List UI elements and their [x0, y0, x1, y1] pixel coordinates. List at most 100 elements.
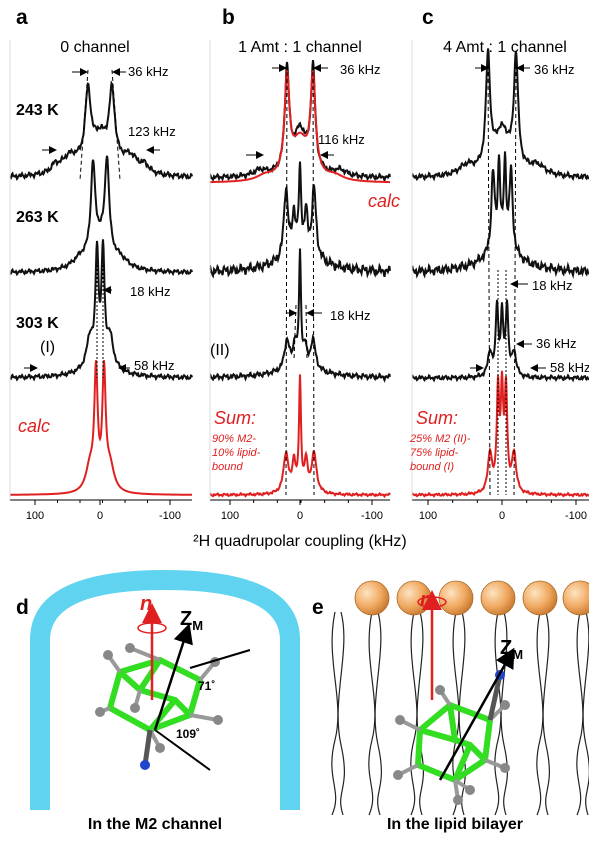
hydrogen	[465, 785, 475, 795]
annotation: 123 kHz	[128, 124, 176, 139]
lipid-tail	[416, 611, 424, 816]
tick-label: -100	[361, 510, 383, 522]
tick-label: 0	[499, 510, 505, 522]
hydrogen	[213, 715, 223, 725]
hydrogen	[395, 715, 405, 725]
annotation: (II)	[210, 342, 230, 359]
hydrogen	[500, 700, 510, 710]
bond	[157, 657, 203, 683]
guide	[285, 64, 288, 496]
hydrogen	[130, 703, 140, 713]
tick-label: 0	[97, 510, 103, 522]
z-label: ZM	[500, 637, 523, 662]
lipid-tail	[536, 611, 544, 816]
tick-label: -100	[565, 510, 587, 522]
z-sub: M	[192, 618, 203, 633]
bond	[415, 727, 423, 768]
annotation: 36 kHz	[128, 64, 168, 79]
annotation: 18 kHz	[532, 278, 572, 293]
annotation: Sum:	[214, 408, 256, 428]
channel	[30, 569, 300, 810]
panel-letter: d	[16, 596, 29, 619]
bond-n	[142, 729, 153, 766]
axis-label: ²H quadrupolar coupling (kHz)	[193, 533, 406, 550]
n-label: n	[140, 593, 152, 615]
rotation	[137, 622, 167, 634]
hydrogen	[95, 707, 105, 717]
spectrum	[9, 80, 193, 182]
angle: 71˚	[198, 679, 215, 693]
annotation: 58 kHz	[134, 358, 174, 373]
guide	[79, 69, 89, 181]
bond	[117, 669, 143, 693]
lipid-tail	[368, 611, 376, 816]
lipid-head	[480, 580, 516, 616]
annotation: 36 kHz	[534, 62, 574, 77]
temperature: 303 K	[16, 315, 59, 332]
z-label: ZM	[180, 608, 203, 633]
hydrogen	[103, 650, 113, 660]
annotation: bound	[212, 461, 243, 473]
annotation: 90% M2-	[212, 433, 256, 445]
tick-label: 0	[297, 510, 303, 522]
lipid-tail	[576, 611, 584, 816]
bond	[137, 657, 163, 693]
bond	[482, 717, 493, 763]
annotation: 75% lipid-	[410, 447, 459, 459]
bond	[415, 762, 458, 783]
spectrum	[411, 48, 589, 182]
caption: In the M2 channel	[88, 816, 222, 833]
hydrogen	[453, 795, 463, 805]
spectrum	[9, 155, 193, 277]
bond	[117, 657, 163, 675]
guide	[312, 64, 315, 496]
lipid-tail	[410, 611, 418, 816]
lipid-tail	[331, 611, 339, 816]
bond	[107, 705, 153, 733]
lipid-tail	[494, 611, 502, 816]
bond	[107, 669, 123, 711]
lipid-tail	[374, 611, 382, 816]
hydrogen	[435, 685, 445, 695]
hydrogen	[155, 743, 165, 753]
bond	[417, 727, 458, 743]
guide	[487, 64, 491, 496]
lipid-tail	[500, 611, 508, 816]
bond	[147, 697, 178, 733]
lipid-tail	[582, 611, 589, 816]
annotation: Sum:	[416, 408, 458, 428]
tick-label: 100	[26, 510, 44, 522]
annotation: calc	[18, 416, 50, 436]
bond-n	[487, 674, 503, 721]
annotation: 10% lipid-	[212, 447, 261, 459]
bond	[137, 687, 178, 703]
lipid-head	[522, 580, 558, 616]
angle: 109˚	[176, 727, 200, 741]
rotation	[417, 596, 447, 608]
guide	[513, 64, 517, 496]
hydrogen	[393, 770, 403, 780]
lipid-tail	[337, 611, 345, 816]
annotation: 36 kHz	[340, 62, 380, 77]
annotation: 36 kHz	[536, 336, 576, 351]
annotation: 58 kHz	[550, 360, 589, 375]
annotation: 25% M2 (II)-	[409, 433, 471, 445]
z-axis	[153, 623, 193, 731]
temperature: 263 K	[16, 209, 59, 226]
annotation: calc	[368, 191, 400, 211]
tick-label: 100	[419, 510, 437, 522]
tick-label: 100	[221, 510, 239, 522]
tick-label: -100	[159, 510, 181, 522]
panel-letter: b	[222, 6, 235, 29]
panel-letter: e	[312, 596, 324, 619]
lipid-head	[562, 580, 589, 616]
z-sub: M	[512, 647, 523, 662]
bond-line	[154, 729, 211, 771]
annotation: bound (I)	[410, 461, 454, 473]
bond	[172, 697, 193, 718]
spectrum	[209, 59, 391, 183]
hydrogen	[125, 643, 135, 653]
bond	[452, 757, 488, 783]
spectrum	[411, 299, 589, 383]
